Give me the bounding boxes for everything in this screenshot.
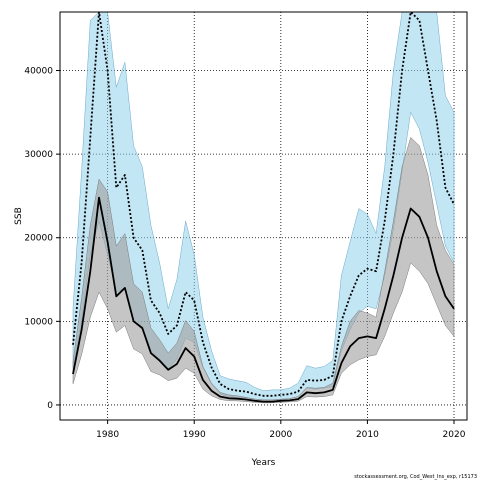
y-tick-label: 0	[47, 401, 53, 411]
y-tick-label: 10000	[24, 317, 53, 327]
confidence-band-1	[72, 136, 455, 404]
y-axis-title: SSB	[14, 207, 24, 225]
series-line-0	[72, 12, 455, 397]
confidence-bands	[72, 12, 455, 404]
x-tick-label: 1980	[96, 430, 119, 440]
x-tick-label: 2010	[356, 430, 379, 440]
x-axis: 1980 1990 2000 2010 2020	[96, 420, 466, 440]
x-axis-title: Years	[251, 458, 276, 468]
x-tick-label: 2000	[269, 430, 292, 440]
credit-text: stockassessment.org, Cod_West_Ins_exp, r…	[354, 474, 477, 480]
series-line-1	[72, 196, 455, 403]
x-tick-label: 2020	[443, 430, 466, 440]
x-tick-label: 1990	[183, 430, 206, 440]
y-tick-label: 20000	[24, 234, 53, 244]
y-axis: 0 10000 20000 30000 40000	[24, 67, 60, 411]
plot-frame	[59, 11, 468, 421]
y-tick-label: 40000	[24, 67, 53, 77]
series-lines	[72, 12, 455, 403]
y-tick-label: 30000	[24, 150, 53, 160]
